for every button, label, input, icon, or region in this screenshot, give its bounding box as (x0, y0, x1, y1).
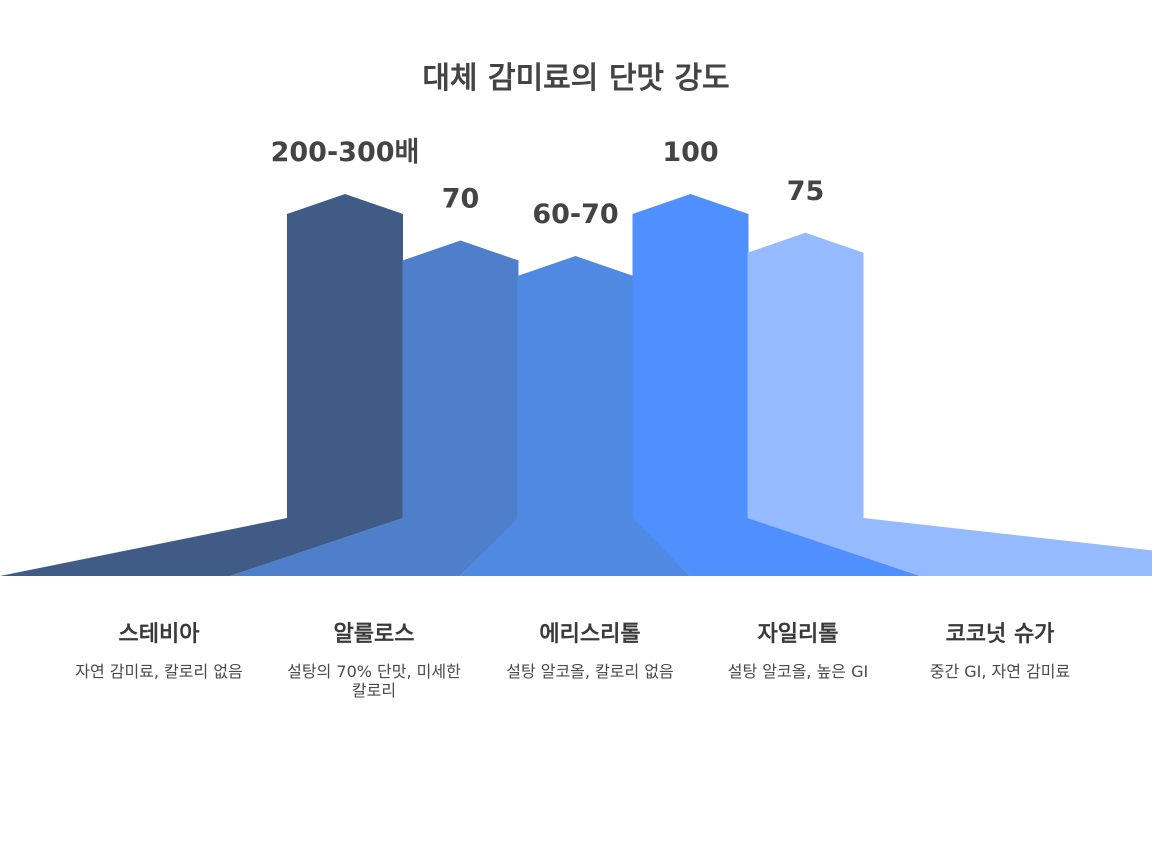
value-label-1: 200-300배 (271, 137, 420, 168)
category-description: 설탕의 70% 단맛, 미세한 칼로리 (287, 662, 461, 700)
bar-5 (747, 232, 1152, 576)
chart-title: 대체 감미료의 단맛 강도 (422, 61, 729, 96)
category-name: 코코넛 슈가 (945, 622, 1055, 647)
category-description: 중간 GI, 자연 감미료 (929, 662, 1071, 681)
category-name: 스테비아 (118, 622, 200, 647)
category-name: 자일리톨 (757, 622, 839, 647)
bar-4 (632, 194, 920, 576)
value-label-4: 100 (662, 137, 718, 168)
category-description: 설탕 알코올, 칼로리 없음 (506, 662, 674, 681)
category-description: 설탕 알코올, 높은 GI (727, 662, 869, 681)
value-label-5: 75 (787, 176, 825, 207)
value-label-3: 60-70 (532, 199, 618, 230)
category-name: 알룰로스 (333, 622, 415, 647)
category-name: 에리스리톨 (539, 622, 641, 647)
value-label-2: 70 (442, 184, 480, 215)
bar-1 (0, 194, 403, 576)
bar-2 (230, 240, 519, 576)
category-description: 자연 감미료, 칼로리 없음 (75, 662, 243, 681)
